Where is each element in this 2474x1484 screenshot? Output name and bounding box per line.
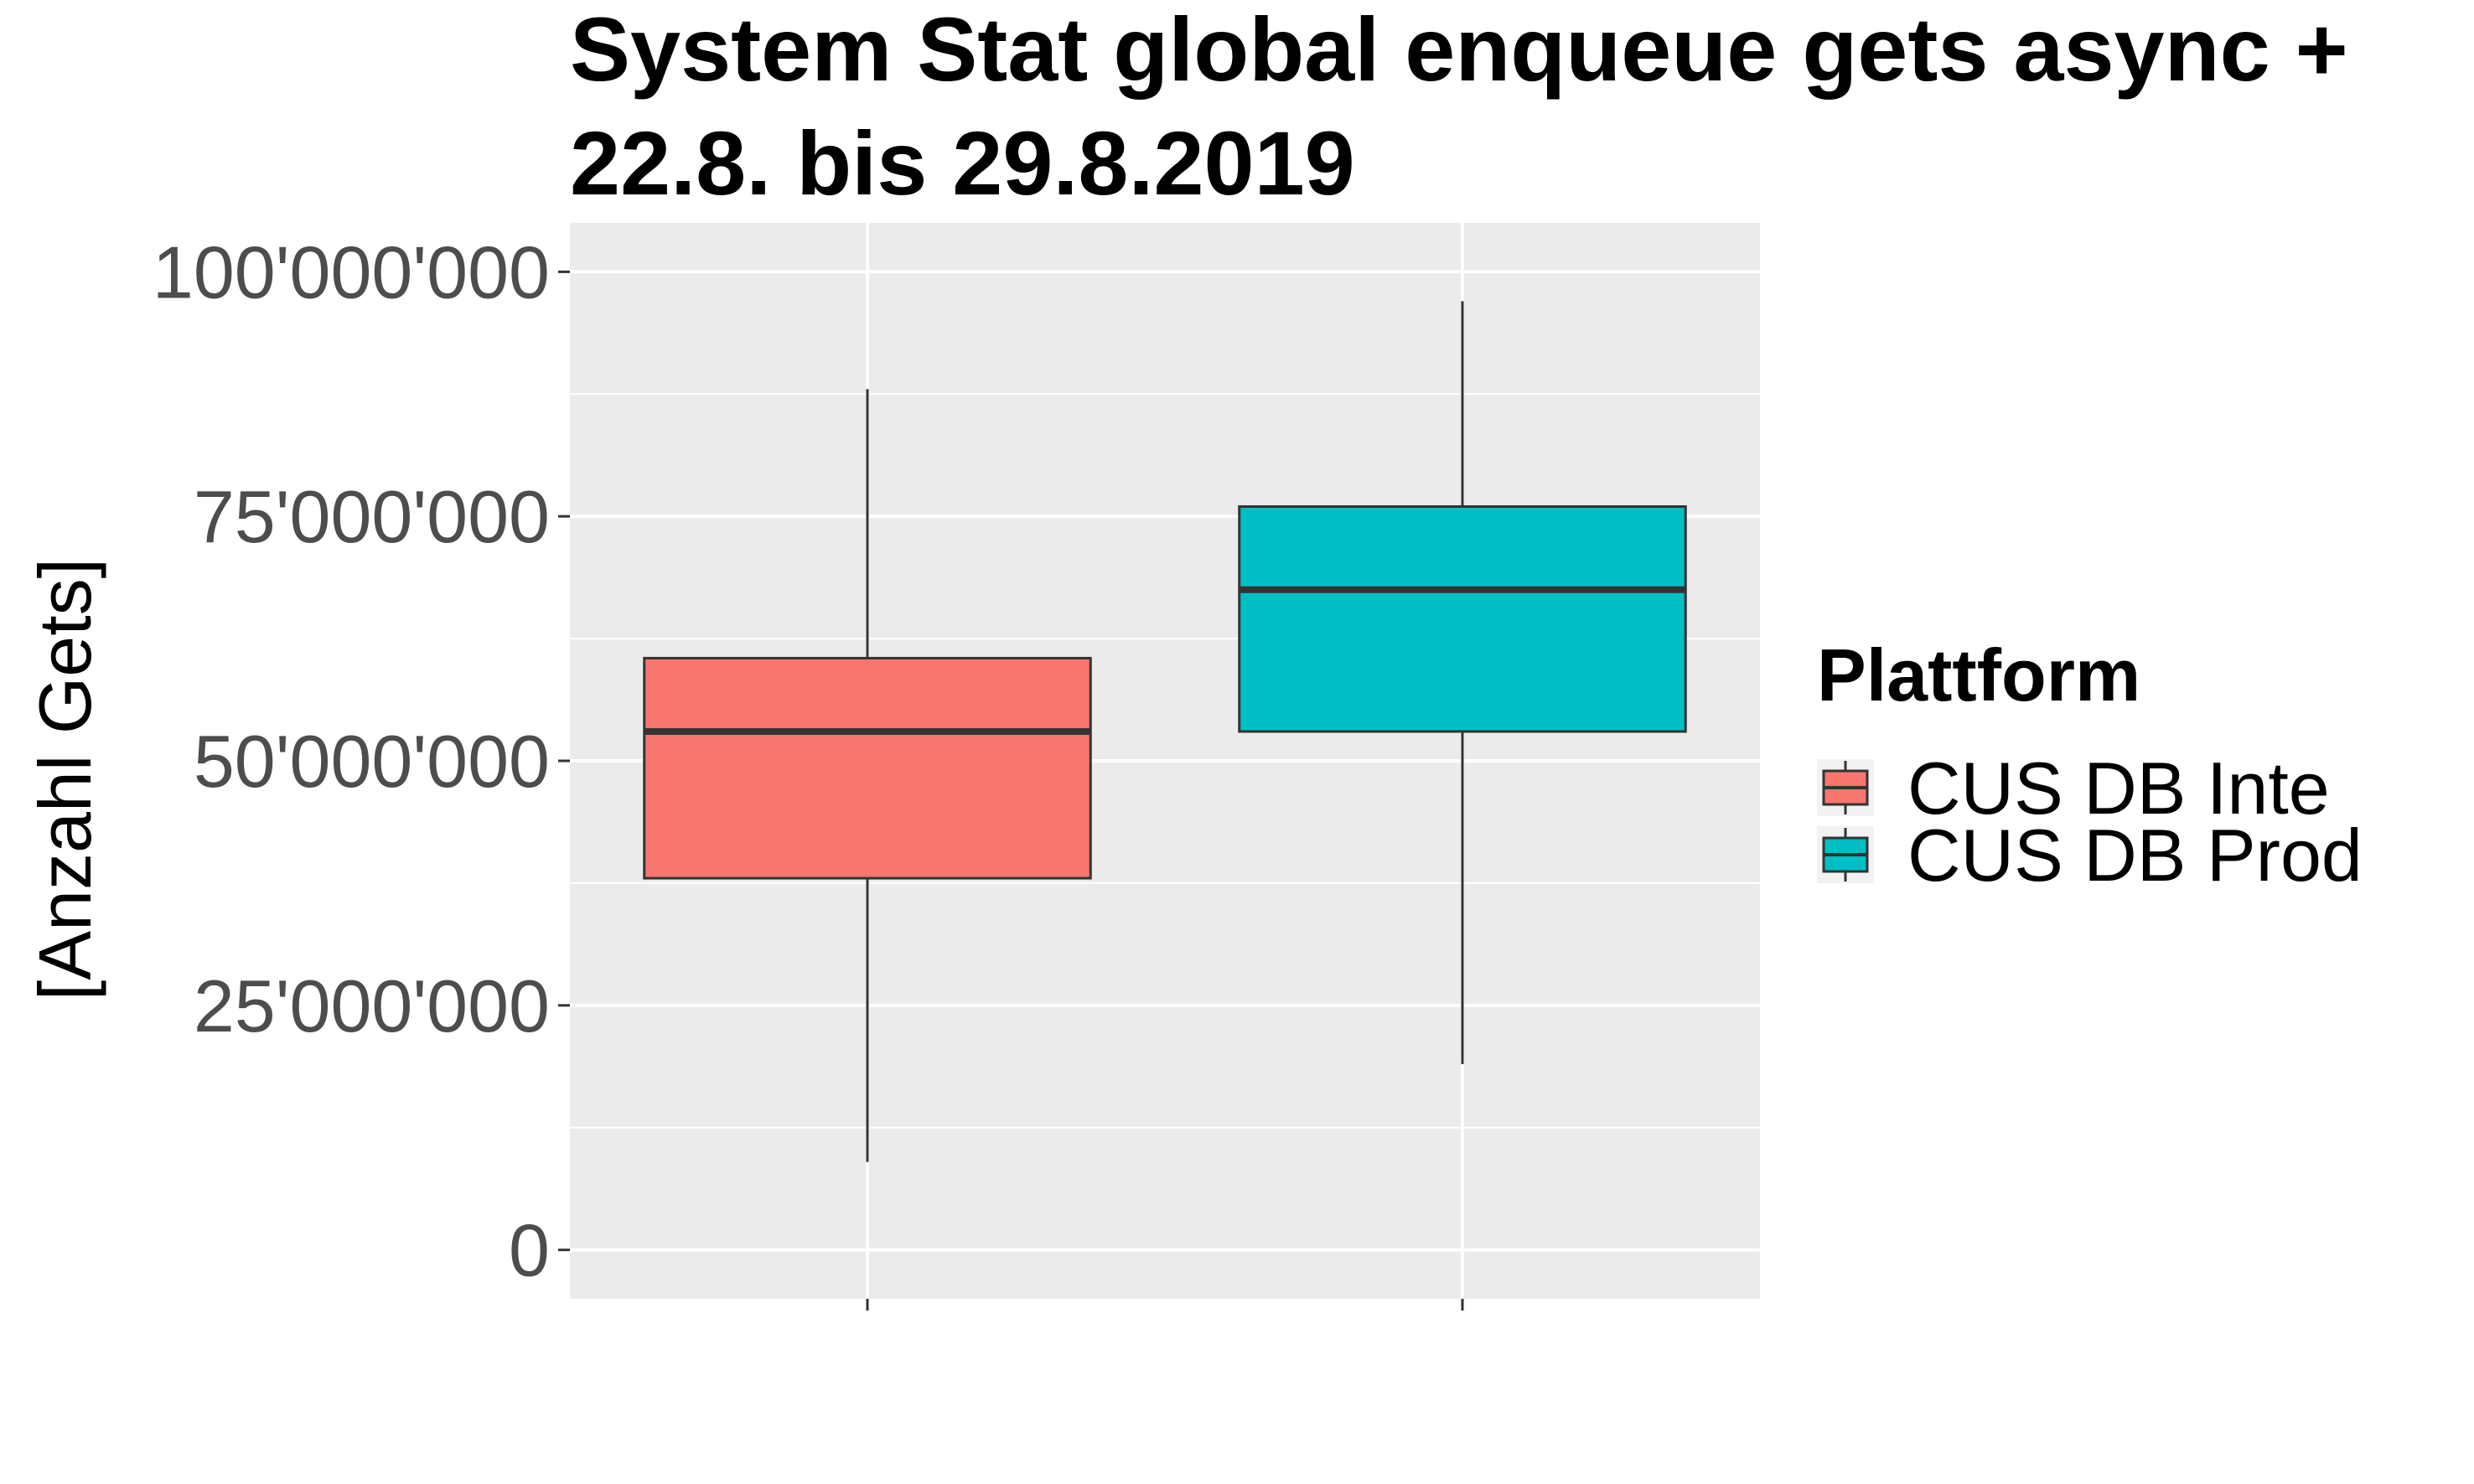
legend-entry: CUS DB Inte [1817, 747, 2330, 830]
y-tick-label: 50'000'000 [194, 720, 550, 803]
y-tick-label: 100'000'000 [153, 230, 550, 313]
y-tick-label: 25'000'000 [194, 964, 550, 1047]
y-tick-label: 0 [509, 1209, 550, 1292]
legend-label: CUS DB Inte [1907, 747, 2330, 830]
box-1 [643, 389, 1092, 1162]
y-axis-label: [Anzahl Gets] [23, 558, 106, 1001]
legend-title: Plattform [1817, 633, 2140, 716]
y-axis: 0 25'000'000 50'000'000 75'000'000 100'000'0… [153, 230, 1464, 1311]
box-series [643, 301, 1687, 1162]
chart-title: System Stat global enqueue gets async + [570, 0, 2348, 100]
y-tick-label: 75'000'000 [194, 475, 550, 558]
legend-entry: CUS DB Prod [1817, 814, 2363, 897]
box-2 [1238, 301, 1687, 1064]
legend-label: CUS DB Prod [1907, 814, 2363, 897]
box-iqr [1238, 505, 1687, 733]
chart-subtitle: 22.8. bis 29.8.2019 [570, 112, 1355, 214]
box-iqr [643, 656, 1092, 880]
